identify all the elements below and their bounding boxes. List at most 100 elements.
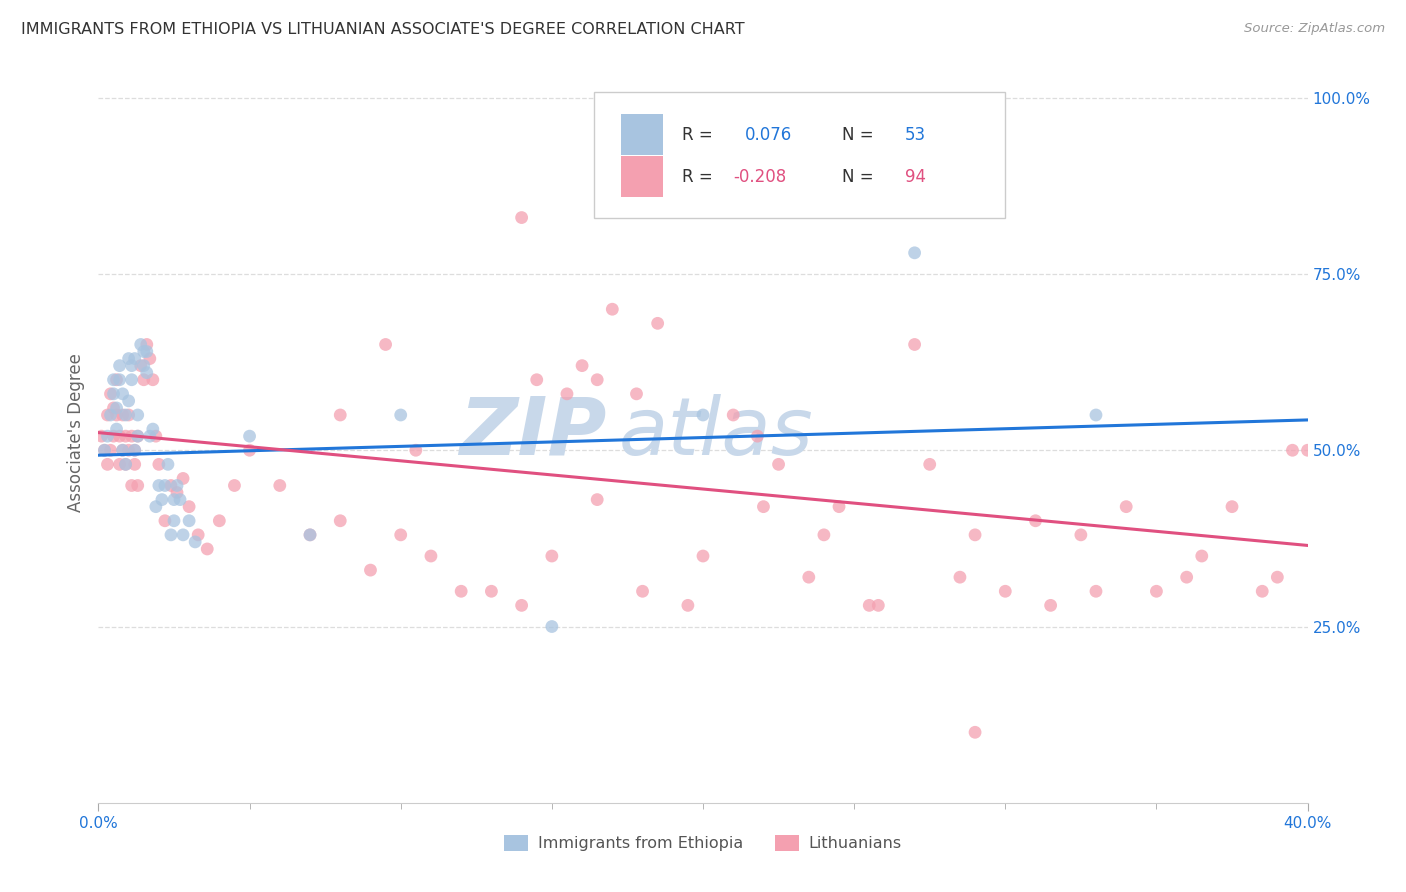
Point xyxy=(124,443,146,458)
Point xyxy=(179,514,201,528)
Point xyxy=(949,570,972,584)
Point xyxy=(184,535,207,549)
Point xyxy=(631,584,654,599)
Point xyxy=(195,541,218,556)
Point xyxy=(160,478,183,492)
Point xyxy=(965,725,987,739)
Point xyxy=(172,471,194,485)
Point xyxy=(555,387,578,401)
Point xyxy=(179,500,201,514)
Point xyxy=(163,492,186,507)
Point xyxy=(481,584,503,599)
Point xyxy=(108,458,131,472)
Point xyxy=(1085,408,1108,422)
Point xyxy=(127,408,149,422)
Point xyxy=(420,549,443,563)
Point xyxy=(965,528,987,542)
Point xyxy=(148,478,170,492)
Point xyxy=(586,492,609,507)
Point xyxy=(747,429,769,443)
Point xyxy=(132,373,155,387)
Point xyxy=(121,359,143,373)
Point xyxy=(105,373,128,387)
Point xyxy=(540,619,562,633)
Point xyxy=(239,443,262,458)
Point xyxy=(360,563,382,577)
Point xyxy=(127,429,149,443)
Point xyxy=(118,351,141,366)
Point xyxy=(904,337,927,351)
Point xyxy=(166,485,188,500)
Text: N =: N = xyxy=(842,169,879,186)
Point xyxy=(105,408,128,422)
Point xyxy=(389,528,412,542)
Point xyxy=(108,373,131,387)
Point xyxy=(93,443,115,458)
Point xyxy=(132,344,155,359)
Bar xyxy=(621,114,664,155)
Point xyxy=(121,373,143,387)
Point xyxy=(868,599,890,613)
Point xyxy=(153,478,176,492)
Text: IMMIGRANTS FROM ETHIOPIA VS LITHUANIAN ASSOCIATE'S DEGREE CORRELATION CHART: IMMIGRANTS FROM ETHIOPIA VS LITHUANIAN A… xyxy=(21,22,745,37)
Point xyxy=(100,443,122,458)
Point xyxy=(121,478,143,492)
Y-axis label: Associate's Degree: Associate's Degree xyxy=(66,353,84,512)
Point xyxy=(135,344,157,359)
Point xyxy=(114,408,136,422)
Point xyxy=(111,443,134,458)
Point xyxy=(450,584,472,599)
Point xyxy=(586,373,609,387)
Point xyxy=(114,458,136,472)
Point xyxy=(160,528,183,542)
Point xyxy=(1085,584,1108,599)
Point xyxy=(723,408,745,422)
Point xyxy=(135,337,157,351)
Point xyxy=(103,429,125,443)
Point xyxy=(299,528,322,542)
Point xyxy=(108,429,131,443)
Text: 53: 53 xyxy=(905,126,927,144)
Text: N =: N = xyxy=(842,126,879,144)
Point xyxy=(103,387,125,401)
Point xyxy=(172,528,194,542)
Point xyxy=(647,316,669,330)
Point xyxy=(129,337,152,351)
Point xyxy=(1296,443,1319,458)
Point xyxy=(526,373,548,387)
Text: atlas: atlas xyxy=(619,393,813,472)
Point xyxy=(111,387,134,401)
Point xyxy=(329,514,352,528)
Point xyxy=(114,429,136,443)
Point xyxy=(510,599,533,613)
Point xyxy=(571,359,593,373)
Point xyxy=(148,458,170,472)
Point xyxy=(692,408,714,422)
Point xyxy=(169,492,191,507)
Point xyxy=(187,528,209,542)
Point xyxy=(1220,500,1243,514)
Point xyxy=(405,443,427,458)
Point xyxy=(132,359,155,373)
Point xyxy=(540,549,562,563)
Point xyxy=(994,584,1017,599)
Point xyxy=(510,211,533,225)
Point xyxy=(142,373,165,387)
Point xyxy=(752,500,775,514)
Point xyxy=(1191,549,1213,563)
Point xyxy=(93,443,115,458)
Point xyxy=(145,500,167,514)
Point xyxy=(90,429,112,443)
Point xyxy=(692,549,714,563)
Point xyxy=(105,401,128,415)
Text: ZIP: ZIP xyxy=(458,393,606,472)
Legend: Immigrants from Ethiopia, Lithuanians: Immigrants from Ethiopia, Lithuanians xyxy=(498,829,908,858)
Point xyxy=(129,359,152,373)
Point xyxy=(602,302,624,317)
Point xyxy=(329,408,352,422)
Text: R =: R = xyxy=(682,126,718,144)
Point xyxy=(1115,500,1137,514)
Point xyxy=(96,429,118,443)
Point xyxy=(124,458,146,472)
Point xyxy=(768,458,790,472)
